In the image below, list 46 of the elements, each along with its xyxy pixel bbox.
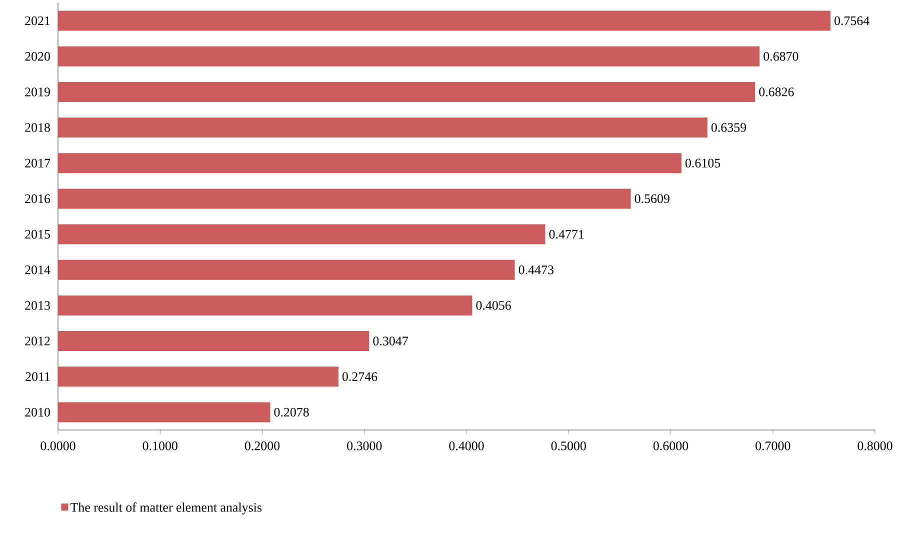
- bar: [58, 260, 515, 280]
- y-tick-label: 2011: [26, 372, 50, 381]
- bar: [58, 331, 370, 352]
- text: 0.4056: [476, 301, 511, 310]
- text: 0.7564: [834, 16, 870, 26]
- x-tick-label: 0.2000: [244, 442, 280, 450]
- y-tick-label: 2020: [25, 52, 50, 61]
- y-tick-label: 2013: [25, 301, 50, 310]
- bar: [58, 402, 270, 422]
- bar: [58, 118, 708, 138]
- y-tick-label: 2019: [25, 88, 50, 96]
- bar: [58, 366, 338, 387]
- text: 0.4771: [549, 230, 584, 239]
- x-tick-label: 0.8000: [858, 442, 892, 450]
- y-tick-label: 2010: [25, 408, 50, 417]
- x-tick-label: 0.0000: [40, 442, 76, 450]
- text: 0.6826: [759, 88, 794, 96]
- x-tick-label: 0.1000: [142, 442, 178, 450]
- bar: [58, 295, 472, 316]
- bar: [58, 188, 631, 209]
- y-tick-label: 2021: [25, 16, 50, 26]
- x-tick-label: 0.3000: [347, 442, 382, 450]
- bar: [58, 46, 760, 66]
- y-tick-label: 2016: [25, 194, 50, 204]
- x-tick-label: 0.4000: [449, 442, 484, 450]
- text: 0.2078: [274, 408, 309, 417]
- y-tick-label: 2015: [25, 230, 50, 239]
- x-tick-label: 0.5000: [551, 442, 586, 450]
- y-tick-label: 2014: [25, 266, 50, 274]
- bar: [58, 82, 756, 102]
- bar: [58, 224, 546, 244]
- y-tick-label: 2012: [25, 336, 50, 346]
- text: 0.6105: [685, 158, 720, 168]
- y-tick-label: 2017: [25, 158, 50, 168]
- text: 0.3047: [373, 336, 408, 346]
- text: 0.6359: [711, 123, 746, 132]
- x-tick-label: 0.6000: [653, 442, 688, 450]
- bar: [58, 10, 830, 31]
- text: 0.6870: [764, 52, 798, 61]
- text: 0.5609: [634, 194, 670, 204]
- text: 0.2746: [342, 372, 378, 382]
- x-tick-label: 0.7000: [756, 442, 790, 450]
- text: 0.4473: [518, 265, 554, 274]
- legend-label: The result of matter element analysis: [70, 502, 262, 514]
- bar: [58, 153, 682, 174]
- y-tick-label: 2018: [25, 123, 50, 132]
